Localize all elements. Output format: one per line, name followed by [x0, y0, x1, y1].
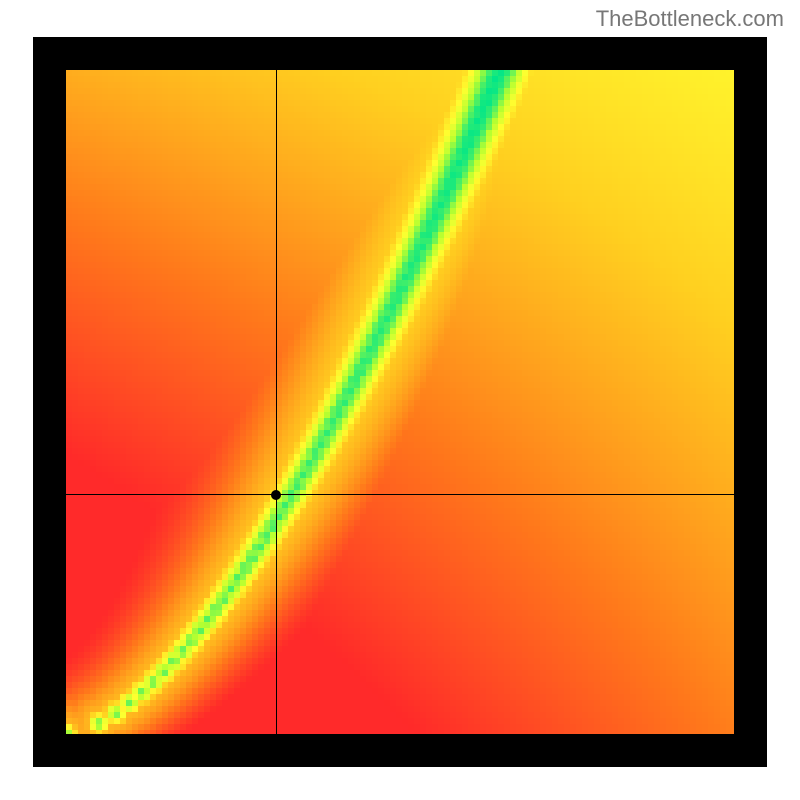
crosshair-horizontal	[66, 494, 734, 495]
chart-container: TheBottleneck.com	[0, 0, 800, 800]
frame-left	[33, 37, 66, 767]
crosshair-vertical	[276, 70, 277, 734]
frame-top	[33, 37, 767, 70]
frame-right	[734, 37, 767, 767]
frame-bottom	[33, 734, 767, 767]
heatmap-canvas	[66, 70, 734, 734]
watermark-text: TheBottleneck.com	[596, 6, 784, 32]
